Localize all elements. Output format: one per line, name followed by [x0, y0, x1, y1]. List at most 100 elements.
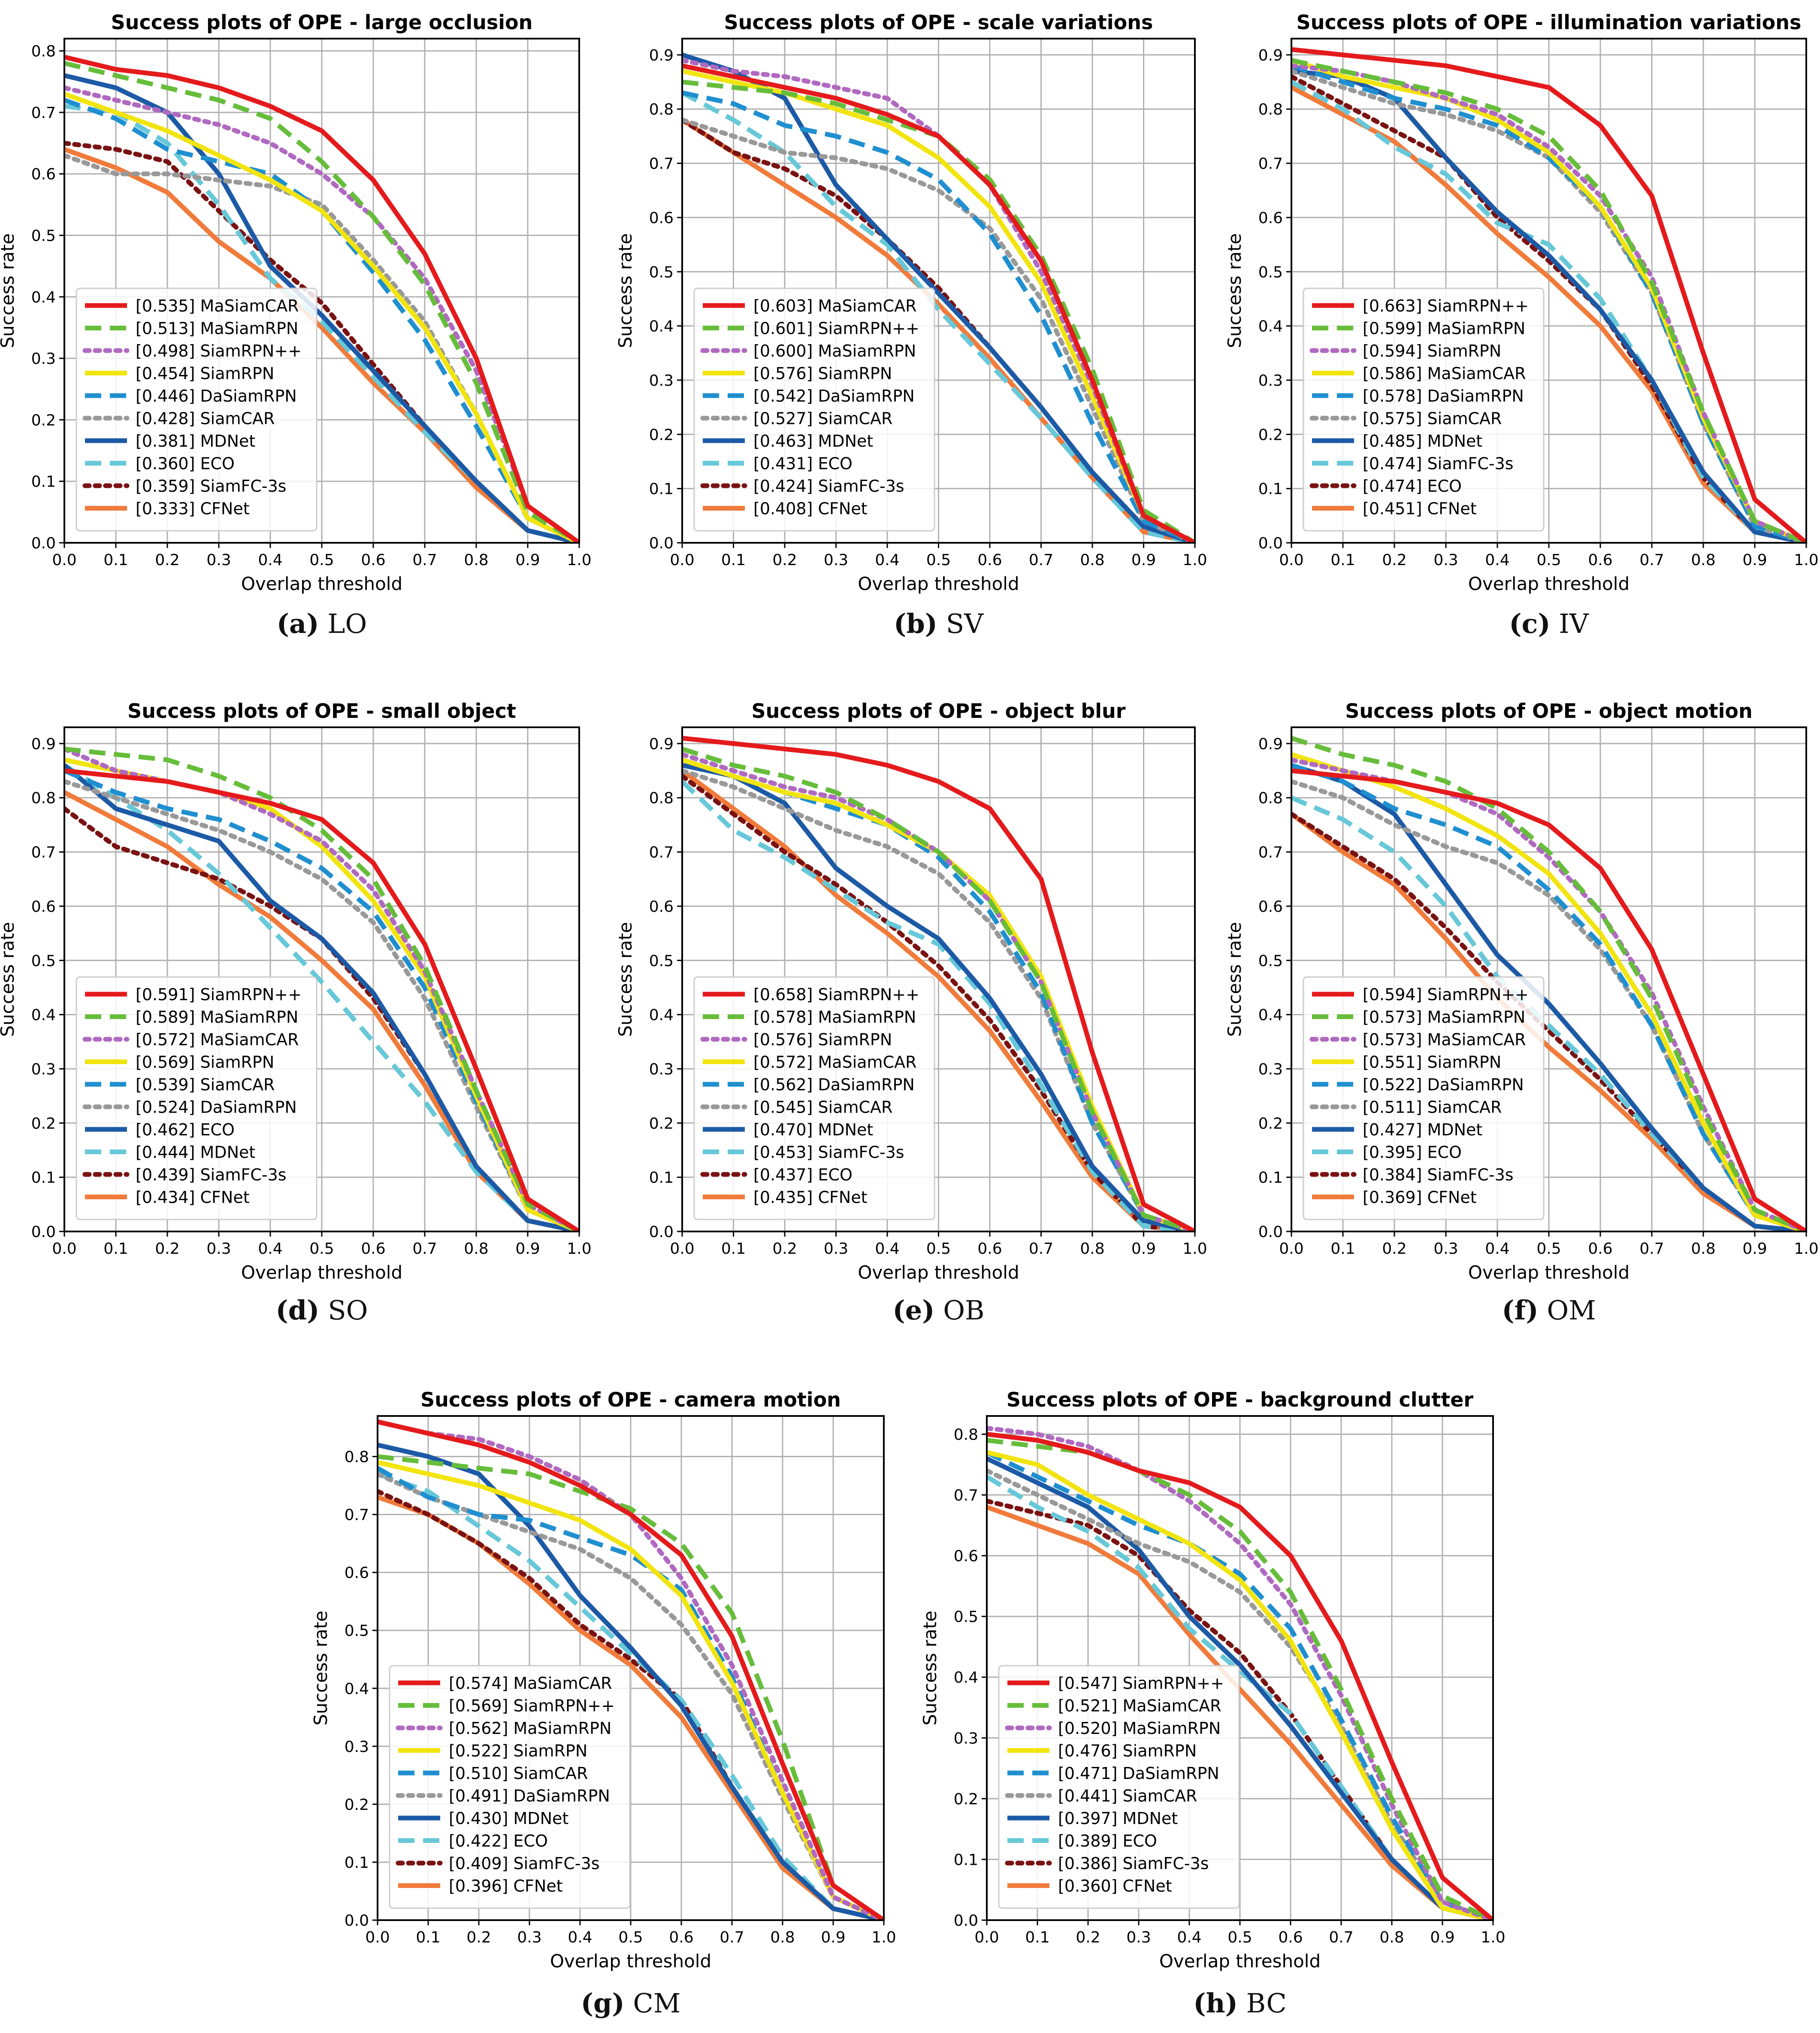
- axes-frame: [681, 38, 1196, 544]
- caption-letter: (a): [277, 608, 319, 639]
- legend-label: [0.591] SiamRPN++: [136, 985, 302, 1004]
- y-tick-label: 0.1: [954, 1851, 978, 1869]
- legend-label: [0.409] SiamFC-3s: [449, 1854, 600, 1873]
- legend-label: [0.454] SiamRPN: [136, 364, 274, 383]
- series-line-masiamcar: [1291, 768, 1806, 1231]
- y-tick-label: 0.1: [345, 1854, 369, 1872]
- legend-label: [0.422] ECO: [449, 1832, 548, 1851]
- x-tick-label: 1.0: [871, 1929, 896, 1946]
- y-tick-label: 0.4: [1258, 318, 1283, 336]
- legend-label: [0.453] SiamFC-3s: [753, 1143, 904, 1162]
- legend-label: [0.389] ECO: [1058, 1832, 1157, 1851]
- x-tick-label: 0.2: [772, 1240, 797, 1258]
- y-tick-label: 0.6: [31, 898, 56, 916]
- y-tick-label: 0.0: [31, 1223, 56, 1241]
- x-tick-label: 0.0: [365, 1929, 390, 1946]
- series-line-masiamcar: [987, 1432, 1493, 1920]
- caption-text: CM: [625, 1988, 681, 2019]
- y-tick-label: 0.8: [1258, 101, 1283, 118]
- x-tick-label: 0.9: [1131, 551, 1156, 569]
- y-tick-label: 0.7: [31, 844, 56, 862]
- y-tick-label: 0.2: [649, 1115, 674, 1132]
- y-tick-label: 0.2: [954, 1791, 978, 1808]
- y-tick-label: 0.8: [345, 1449, 369, 1466]
- y-tick-label: 0.1: [1258, 481, 1283, 498]
- y-tick-label: 0.6: [31, 166, 56, 183]
- x-tick-label: 0.8: [464, 1240, 488, 1258]
- y-tick-label: 0.0: [954, 1912, 978, 1930]
- legend-label: [0.470] MDNet: [753, 1120, 873, 1139]
- y-tick-label: 0.4: [31, 1007, 56, 1024]
- y-tick-label: 0.3: [649, 1061, 674, 1078]
- x-tick-label: 0.7: [720, 1929, 744, 1946]
- series-line-siamrpn: [987, 1450, 1493, 1920]
- x-tick-label: 0.7: [1029, 1240, 1053, 1258]
- legend-label: [0.576] SiamRPN: [753, 364, 892, 383]
- x-tick-label: 0.6: [669, 1929, 693, 1946]
- x-tick-label: 0.2: [155, 1240, 179, 1258]
- legend-label: [0.663] SiamRPN++: [1363, 296, 1529, 315]
- y-tick-label: 0.0: [1258, 1223, 1283, 1241]
- series-group: [682, 52, 1195, 543]
- x-tick-label: 0.6: [1588, 551, 1612, 569]
- x-tick-label: 0.5: [1536, 551, 1561, 569]
- series-line-siamfc-3s: [64, 141, 579, 543]
- x-axis-label: Overlap threshold: [241, 573, 402, 594]
- legend-label: [0.408] CFNet: [753, 499, 868, 518]
- series-group: [64, 747, 579, 1231]
- legend-label: [0.574] MaSiamCAR: [449, 1674, 612, 1693]
- legend-label: [0.485] MDNet: [1363, 432, 1482, 451]
- legend-label: [0.510] SiamCAR: [449, 1764, 588, 1783]
- series-line-siamfc-3s: [987, 1498, 1493, 1920]
- series-line-dasiamrpn: [682, 90, 1195, 543]
- caption-text: OB: [935, 1295, 985, 1326]
- legend-label: [0.471] DaSiamRPN: [1058, 1764, 1219, 1783]
- x-tick-label: 0.7: [1639, 1240, 1664, 1258]
- x-tick-label: 0.5: [309, 1240, 334, 1258]
- legend-label: [0.520] MaSiamRPN: [1058, 1719, 1221, 1738]
- y-tick-label: 0.6: [1258, 209, 1283, 227]
- y-tick-label: 0.3: [649, 372, 674, 390]
- x-tick-label: 0.3: [206, 551, 231, 569]
- y-tick-label: 0.6: [954, 1548, 978, 1565]
- x-tick-label: 0.9: [1430, 1929, 1454, 1946]
- x-tick-label: 0.6: [1588, 1240, 1612, 1258]
- series-line-siamrpn-: [987, 1425, 1493, 1920]
- y-axis-label: Success rate: [0, 233, 18, 348]
- x-tick-label: 0.0: [1279, 1240, 1303, 1258]
- legend: [0.574] MaSiamCAR [0.569] SiamRPN++ [0.562…: [389, 1665, 631, 1909]
- series-line-siamrpn: [378, 1460, 884, 1920]
- y-tick-label: 0.0: [1258, 535, 1283, 552]
- y-tick-label: 0.6: [345, 1564, 369, 1582]
- legend-label: [0.451] CFNet: [1363, 499, 1477, 518]
- series-line-masiamrpn: [64, 747, 579, 1231]
- legend-label: [0.594] SiamRPN: [1363, 342, 1501, 360]
- legend-label: [0.572] MaSiamCAR: [753, 1053, 917, 1072]
- legend-box: [76, 287, 317, 532]
- x-tick-label: 1.0: [567, 1240, 591, 1258]
- y-tick-label: 0.9: [31, 735, 56, 753]
- y-tick-label: 0.2: [1258, 426, 1283, 444]
- legend-label: [0.594] SiamRPN++: [1363, 985, 1529, 1004]
- y-tick-label: 0.5: [31, 952, 56, 970]
- y-tick-label: 0.6: [649, 898, 674, 916]
- x-tick-label: 0.1: [416, 1929, 440, 1946]
- series-group: [987, 1425, 1493, 1920]
- y-tick-label: 0.4: [1258, 1007, 1283, 1024]
- x-tick-label: 0.3: [1126, 1929, 1151, 1946]
- y-tick-label: 0.7: [1258, 844, 1283, 862]
- series-line-masiamcar: [1291, 47, 1806, 543]
- x-tick-label: 0.1: [103, 551, 128, 569]
- x-tick-label: 0.9: [515, 551, 540, 569]
- legend-label: [0.527] SiamCAR: [753, 409, 892, 428]
- legend: [0.591] SiamRPN++ [0.589] MaSiamRPN [0.572…: [76, 976, 317, 1220]
- legend-label: [0.573] MaSiamCAR: [1363, 1030, 1526, 1049]
- chart-title: Success plots of OPE - object blur: [752, 699, 1126, 723]
- series-line-masiamcar: [682, 63, 1195, 543]
- x-tick-label: 0.4: [1485, 551, 1509, 569]
- x-axis-label: Overlap threshold: [1468, 1262, 1630, 1283]
- x-tick-label: 0.9: [1131, 1240, 1156, 1258]
- legend-box: [693, 976, 935, 1220]
- legend: [0.535] MaSiamCAR [0.513] MaSiamRPN [0.498…: [76, 287, 317, 532]
- y-tick-label: 0.9: [649, 47, 674, 64]
